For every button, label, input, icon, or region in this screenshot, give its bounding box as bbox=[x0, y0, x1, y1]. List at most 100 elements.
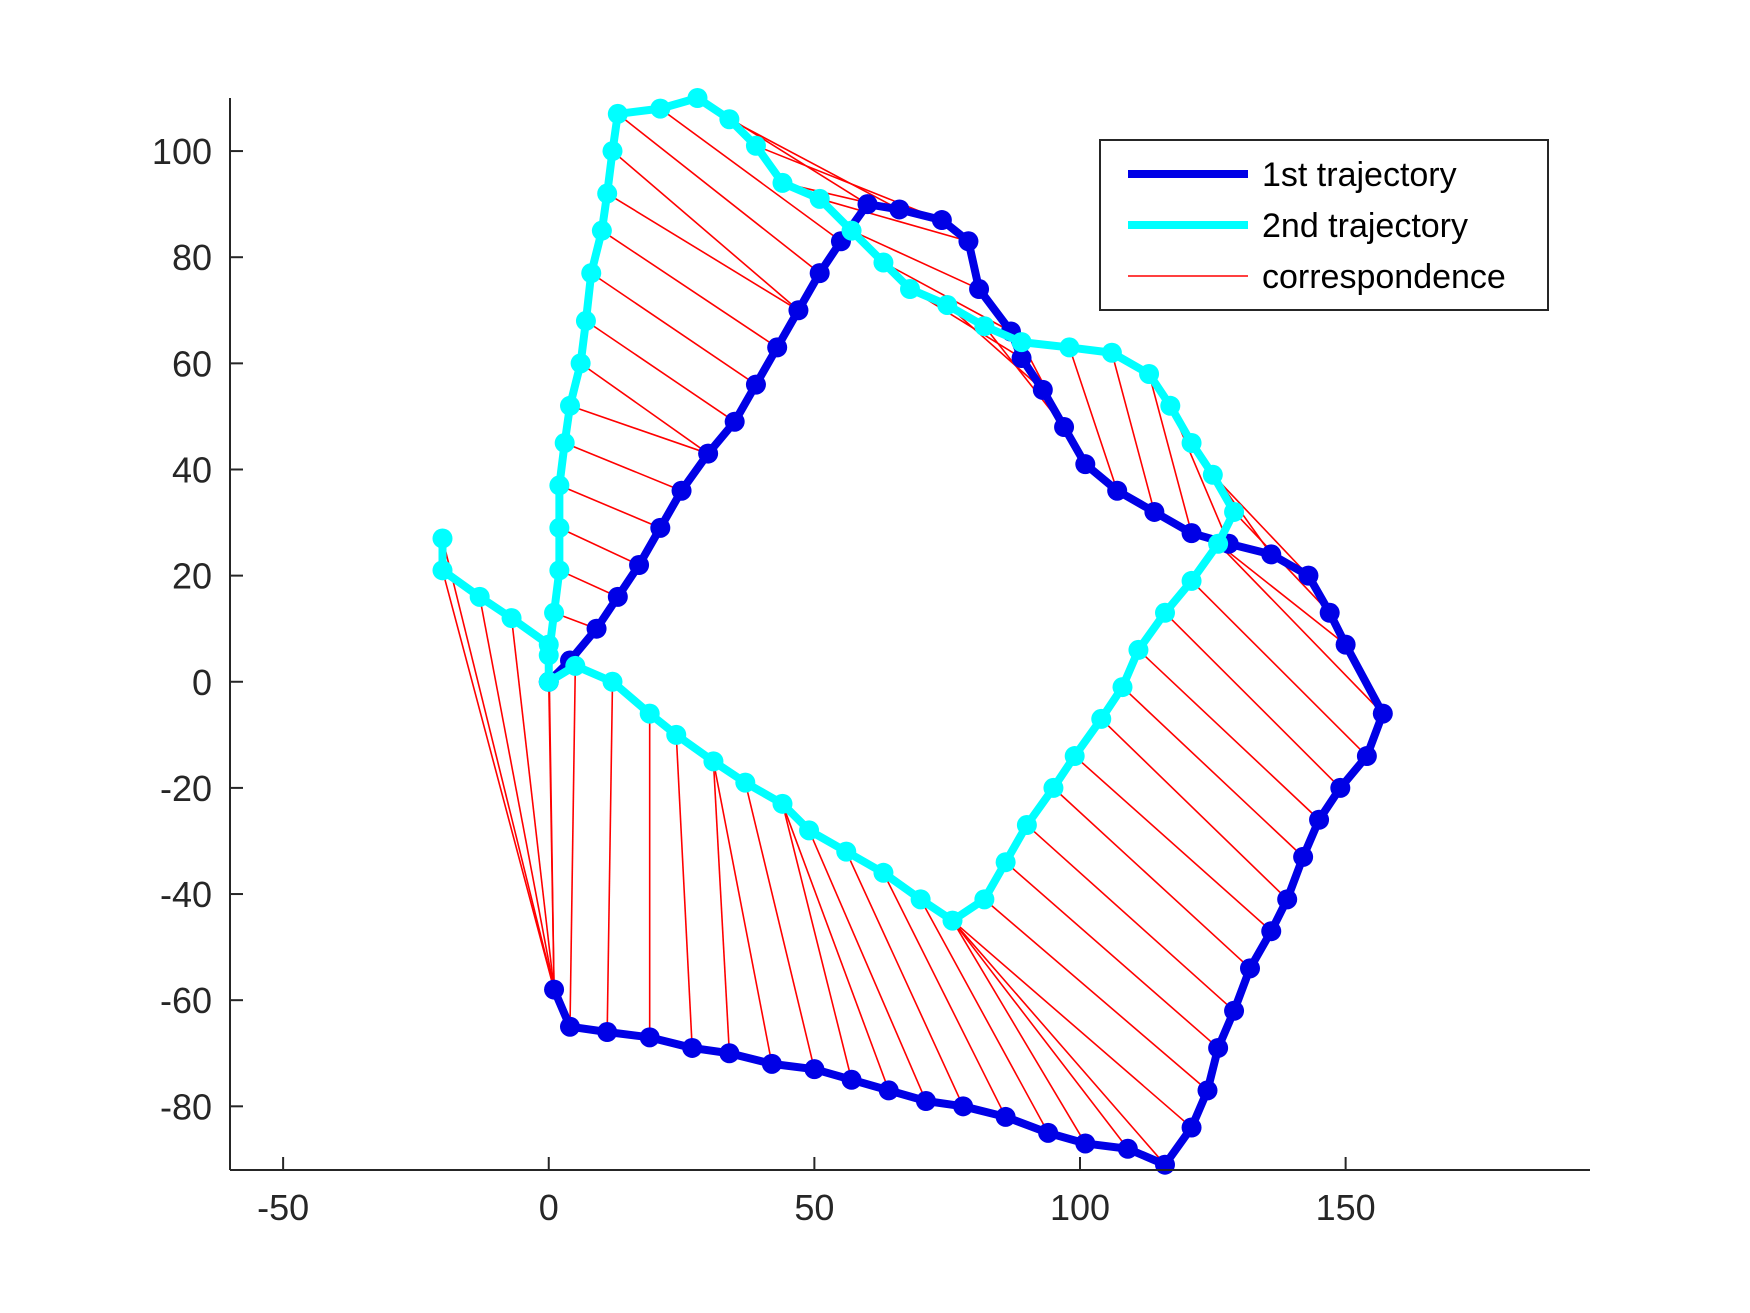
data-point bbox=[761, 1053, 782, 1074]
correspondence-line bbox=[606, 681, 614, 1033]
data-point bbox=[1038, 1122, 1059, 1143]
y-tick-label: 60 bbox=[172, 343, 212, 384]
correspondence-line bbox=[712, 761, 731, 1054]
data-point bbox=[544, 602, 565, 623]
data-point bbox=[1202, 464, 1223, 485]
correspondence-line bbox=[1111, 352, 1156, 513]
correspondence-line bbox=[611, 150, 799, 311]
correspondence-line bbox=[1148, 373, 1193, 534]
data-point bbox=[1139, 363, 1160, 384]
correspondence-line bbox=[441, 538, 555, 990]
data-point bbox=[719, 1043, 740, 1064]
data-point bbox=[544, 979, 565, 1000]
data-point bbox=[469, 586, 490, 607]
correspondence-line bbox=[1190, 580, 1368, 757]
data-point bbox=[1181, 1117, 1202, 1138]
data-point bbox=[1181, 570, 1202, 591]
legend-label: 1st trajectory bbox=[1262, 156, 1457, 194]
correspondence-line bbox=[601, 230, 778, 349]
data-point bbox=[565, 655, 586, 676]
data-point bbox=[969, 279, 990, 300]
data-point bbox=[1319, 602, 1340, 623]
correspondence-line bbox=[569, 405, 709, 455]
correspondence-line bbox=[1137, 649, 1320, 821]
data-point bbox=[666, 724, 687, 745]
data-point bbox=[878, 1080, 899, 1101]
data-point bbox=[958, 231, 979, 252]
correspondence-line bbox=[606, 192, 799, 311]
data-point bbox=[724, 411, 745, 432]
data-point bbox=[1059, 337, 1080, 358]
data-point bbox=[1277, 889, 1298, 910]
plot-area bbox=[432, 88, 1393, 1175]
data-point bbox=[1261, 544, 1282, 565]
data-point bbox=[1016, 815, 1037, 836]
data-point bbox=[698, 443, 719, 464]
data-point bbox=[575, 310, 596, 331]
data-point bbox=[639, 1027, 660, 1048]
series-1 bbox=[538, 194, 1393, 1175]
data-point bbox=[607, 586, 628, 607]
correspondence-line bbox=[1074, 755, 1272, 932]
correspondence-line bbox=[951, 920, 1086, 1144]
data-point bbox=[703, 751, 724, 772]
data-point bbox=[639, 703, 660, 724]
series-2 bbox=[432, 88, 1245, 931]
correspondence-line bbox=[559, 569, 619, 598]
data-point bbox=[799, 820, 820, 841]
data-point bbox=[873, 252, 894, 273]
data-point bbox=[745, 135, 766, 156]
y-tick-label: 100 bbox=[152, 131, 212, 172]
data-point bbox=[974, 316, 995, 337]
correspondence-line bbox=[564, 442, 682, 492]
data-point bbox=[788, 300, 809, 321]
data-point bbox=[1208, 533, 1229, 554]
data-point bbox=[1372, 703, 1393, 724]
data-point bbox=[1117, 1138, 1138, 1159]
y-tick-label: 80 bbox=[172, 237, 212, 278]
data-point bbox=[597, 1022, 618, 1043]
data-point bbox=[1101, 342, 1122, 363]
x-tick-label: 50 bbox=[794, 1187, 834, 1228]
data-point bbox=[841, 220, 862, 241]
legend-label: 2nd trajectory bbox=[1262, 207, 1468, 245]
data-point bbox=[607, 103, 628, 124]
correspondence-line bbox=[983, 898, 1209, 1092]
data-point bbox=[1064, 746, 1085, 767]
data-point bbox=[1181, 432, 1202, 453]
data-point bbox=[942, 910, 963, 931]
data-point bbox=[1197, 1080, 1218, 1101]
data-point bbox=[1298, 565, 1319, 586]
data-point bbox=[549, 560, 570, 581]
correspondence-line bbox=[510, 617, 555, 990]
data-point bbox=[1144, 501, 1165, 522]
data-point bbox=[889, 199, 910, 220]
data-point bbox=[767, 337, 788, 358]
axes: -50 0 50 100 150 -80 -60 -40 -20 0 20 40 60 80 100 bbox=[152, 98, 1590, 1228]
data-point bbox=[1112, 677, 1133, 698]
correspondence-line bbox=[951, 919, 1193, 1129]
data-point bbox=[1335, 634, 1356, 655]
x-tick-label: -50 bbox=[257, 1187, 309, 1228]
correspondence-line bbox=[1217, 543, 1384, 715]
data-point bbox=[1032, 379, 1053, 400]
correspondence-line bbox=[919, 898, 1049, 1134]
data-point bbox=[560, 1016, 580, 1037]
data-point bbox=[591, 220, 612, 241]
data-point bbox=[809, 263, 830, 284]
data-point bbox=[602, 141, 623, 162]
correspondence-line bbox=[617, 113, 821, 274]
data-point bbox=[1075, 454, 1096, 475]
data-point bbox=[931, 210, 952, 231]
data-point bbox=[432, 528, 453, 549]
correspondence-line bbox=[781, 803, 853, 1080]
data-point bbox=[937, 294, 958, 315]
data-point bbox=[1261, 921, 1282, 942]
correspondence-line bbox=[1100, 718, 1288, 900]
data-point bbox=[974, 889, 995, 910]
data-point bbox=[809, 188, 830, 209]
data-point bbox=[560, 395, 580, 416]
correspondence-line bbox=[1068, 347, 1118, 491]
data-point bbox=[910, 889, 931, 910]
data-point bbox=[1356, 746, 1377, 767]
